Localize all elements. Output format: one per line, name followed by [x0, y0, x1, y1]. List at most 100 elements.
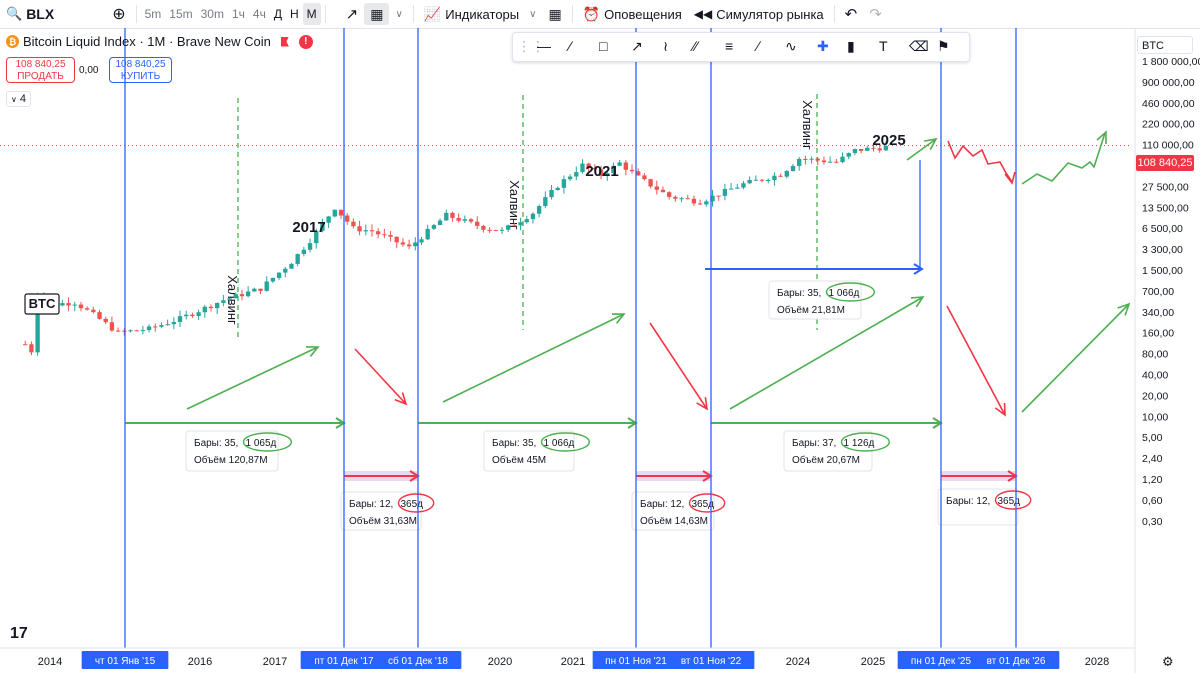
sell-button[interactable]: 108 840,25 ПРОДАТЬ	[6, 57, 75, 83]
text-tool-icon[interactable]: T	[879, 38, 888, 54]
price-tick-label: 80,00	[1142, 349, 1168, 361]
indicator-count: 4	[19, 93, 27, 105]
timeframe-day[interactable]: Д	[273, 7, 282, 21]
measure-info-bars: Бары: 35,	[492, 438, 536, 449]
more-tools-icon[interactable]: ⚑	[937, 38, 950, 54]
time-marker-badge	[667, 651, 755, 669]
replay-button[interactable]: ◀◀ Симулятор рынка	[688, 0, 830, 28]
buy-button[interactable]: 108 840,25 КУПИТЬ	[109, 57, 172, 83]
layouts-button[interactable]: ▦	[542, 0, 567, 28]
candle-body	[153, 326, 158, 328]
measure-info-volume: Объём 14,63M	[640, 515, 708, 527]
indicators-collapse-toggle[interactable]: ∨ 4	[6, 91, 32, 107]
measure-info-days-oval	[540, 432, 590, 452]
time-tick-label: 2028	[1085, 656, 1109, 668]
candle-body	[827, 161, 833, 163]
candle-body	[704, 201, 709, 205]
eraser-tool-icon[interactable]: ⌫	[909, 38, 929, 54]
candle-body	[735, 187, 740, 189]
timeframe-30m[interactable]: 30m	[200, 7, 224, 21]
chart-style-dropdown[interactable]: ∨	[389, 0, 408, 28]
candle-body	[289, 263, 294, 269]
measure-info-volume: Объём 20,67M	[792, 454, 860, 466]
warning-icon[interactable]: !	[298, 34, 313, 49]
pattern-tool-icon[interactable]: ∿	[785, 38, 797, 54]
time-marker-label: чт 01 Янв '15	[95, 656, 156, 667]
drag-handle-icon[interactable]: ⋮⋮	[517, 38, 545, 54]
candle-body	[264, 281, 269, 291]
candle-body	[815, 158, 820, 161]
bull-arrow-line	[186, 346, 319, 410]
rectangle-tool-icon[interactable]: □	[599, 38, 608, 54]
timeframe-month[interactable]: М	[302, 3, 321, 25]
candle-body	[772, 175, 777, 181]
candle-body	[184, 314, 189, 317]
candle-body	[468, 219, 474, 222]
candle-body	[252, 288, 257, 292]
candle-body	[840, 156, 845, 163]
settings-gear-icon: ⚙	[1162, 654, 1174, 669]
candle-body	[834, 161, 839, 163]
candle-body	[78, 304, 84, 309]
line-tool-icon[interactable]: ∕	[757, 38, 760, 54]
indicators-button[interactable]: 📈 Индикаторы ∨	[418, 0, 543, 28]
timeframe-5m[interactable]: 5m	[144, 7, 162, 21]
chart-style-line-button[interactable]: ↗	[340, 0, 365, 28]
measure-info-bars: Бары: 37,	[792, 438, 836, 449]
candle-body	[871, 147, 876, 149]
candle-body	[419, 239, 424, 243]
horizontal-line-tool-icon[interactable]: —	[537, 38, 551, 54]
candle-body	[320, 222, 325, 231]
time-marker-badge	[897, 651, 985, 669]
range-info-bars: Бары: 35,	[777, 288, 821, 299]
price-tick-label: 0,30	[1142, 516, 1163, 528]
candle-body	[821, 160, 827, 163]
crosshair-tool-icon[interactable]: ✚	[817, 38, 829, 54]
chart-style-candles-button[interactable]: ▦	[364, 3, 390, 25]
currency-selector[interactable]: BTC	[1137, 36, 1193, 54]
range-arrow-head	[913, 263, 924, 275]
compare-button[interactable]: ⊕	[106, 0, 131, 28]
chart-legend: ₿ Bitcoin Liquid Index · 1M · Brave New …	[6, 34, 313, 49]
alerts-button[interactable]: ⏰ Оповещения	[577, 0, 688, 28]
range-info-volume: Объём 21,81M	[777, 304, 845, 316]
candle-body	[697, 203, 703, 205]
timeframe-4h[interactable]: 4ч	[252, 7, 266, 21]
candle-body	[636, 171, 641, 176]
divider	[135, 5, 137, 23]
candle-body	[499, 229, 505, 231]
measure-info-days: 1 126д	[844, 438, 875, 449]
parallel-channel-tool-icon[interactable]: ∕∕	[693, 38, 698, 54]
ray-tool-icon[interactable]: ↗	[631, 38, 643, 54]
candle-body	[301, 249, 307, 255]
candle-body	[803, 158, 808, 160]
redo-button[interactable]: ↷	[863, 0, 888, 28]
range-measurements: Бары: 35, 1 065д Объём 120,87M Бары: 12, 365…	[125, 160, 1032, 531]
candle-body	[35, 298, 40, 353]
trend-line-tool-icon[interactable]: ∕	[569, 38, 572, 54]
candle-body	[617, 162, 622, 166]
timeframe-week[interactable]: Н	[289, 7, 299, 21]
undo-button[interactable]: ↶	[839, 0, 864, 28]
bear-arrow-line	[649, 322, 708, 410]
candle-body	[128, 330, 133, 332]
brush-tool-icon[interactable]: ≀	[663, 38, 669, 54]
candle-body	[165, 324, 170, 326]
chevron-down-icon: ∨	[11, 95, 17, 104]
time-marker-badge	[81, 651, 169, 669]
symbol-search[interactable]: 🔍 BLX	[0, 0, 60, 28]
bars-pattern-tool-icon[interactable]: ▮	[847, 38, 855, 54]
year-label: 2025	[872, 132, 905, 149]
candle-body	[233, 294, 238, 299]
candle-body	[673, 196, 678, 199]
candle-body	[462, 219, 468, 221]
candle-body	[431, 225, 437, 229]
price-tick-label: 20,00	[1142, 390, 1168, 402]
bull-arrow-head	[305, 346, 320, 357]
flag-icon[interactable]	[280, 36, 289, 47]
candle-body	[605, 173, 610, 176]
timeframe-15m[interactable]: 15m	[169, 7, 193, 21]
fib-tool-icon[interactable]: ≡	[725, 38, 734, 54]
timeframe-1h[interactable]: 1ч	[231, 7, 245, 21]
